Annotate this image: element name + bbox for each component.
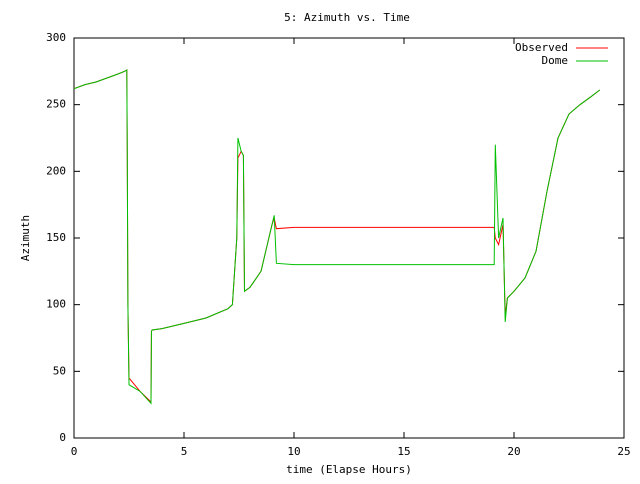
y-tick-label: 250 xyxy=(46,98,66,111)
y-tick-label: 200 xyxy=(46,164,66,177)
x-tick-label: 20 xyxy=(507,445,520,458)
y-tick-label: 300 xyxy=(46,31,66,44)
x-tick-label: 0 xyxy=(71,445,78,458)
legend-label: Dome xyxy=(542,54,569,67)
y-tick-label: 150 xyxy=(46,231,66,244)
y-tick-label: 0 xyxy=(59,431,66,444)
x-tick-label: 25 xyxy=(617,445,630,458)
y-tick-label: 100 xyxy=(46,298,66,311)
series-line xyxy=(73,69,601,405)
x-tick-label: 10 xyxy=(287,445,300,458)
y-tick-label: 50 xyxy=(53,364,66,377)
legend-label: Observed xyxy=(515,41,568,54)
chart-title: 5: Azimuth vs. Time xyxy=(284,11,410,24)
x-tick-label: 15 xyxy=(397,445,410,458)
y-axis-label: Azimuth xyxy=(19,215,32,261)
x-tick-label: 5 xyxy=(181,445,188,458)
x-axis-label: time (Elapse Hours) xyxy=(286,463,412,476)
